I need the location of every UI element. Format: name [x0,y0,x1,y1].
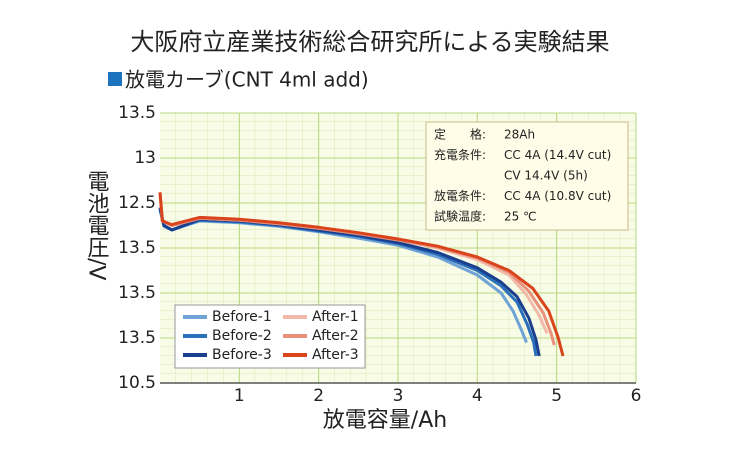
legend-label: Before-1 [212,309,272,325]
y-tick-label: 13 [134,148,156,168]
x-tick-label: 6 [631,386,642,406]
chart-subtitle: 放電カーブ(CNT 4ml add) [125,68,369,92]
info-text: 28Ah [504,128,535,142]
y-tick-label: 13.5 [118,283,156,303]
info-label: 充電条件: [434,147,486,162]
y-tick-label: 12.5 [118,193,156,213]
info-text: CV 14.4V (5h) [504,169,588,183]
y-tick-label: 13.5 [118,238,156,258]
series-line [158,207,541,357]
info-label: 試験温度: [434,209,486,224]
info-text: CC 4A (10.8V cut) [504,189,611,203]
y-tick-label: 13.5 [118,328,156,348]
legend-label: After-2 [312,328,359,344]
y-tick-label: 13.5 [118,103,156,123]
y-tick-label: 10.5 [118,373,156,393]
legend-label: Before-2 [212,328,272,344]
legend-label: After-1 [312,309,359,325]
info-box [425,121,629,231]
series-line [158,192,565,357]
info-label: 定 格: [434,127,486,142]
x-tick-label: 2 [313,386,324,406]
legend-label: After-3 [312,347,359,363]
x-axis-label: 放電容量/Ah [323,408,447,433]
x-tick-label: 3 [393,386,404,406]
info-text: 25 ℃ [504,210,537,224]
x-tick-label: 4 [472,386,483,406]
info-text: CC 4A (14.4V cut) [504,148,611,162]
x-tick-label: 1 [234,386,245,406]
chart-title: 大阪府立産業技術総合研究所による実験結果 [130,28,609,56]
legend-label: Before-3 [212,347,272,363]
info-label: 放電条件: [434,188,486,203]
subtitle-marker [108,72,122,86]
x-tick-label: 5 [551,386,562,406]
y-axis-label: 電池電圧/V [84,170,110,280]
